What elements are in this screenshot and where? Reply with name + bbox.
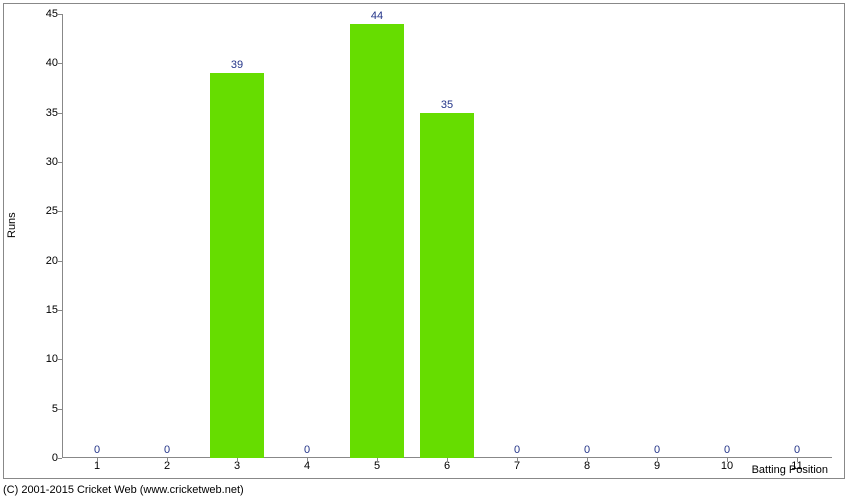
y-tick-mark (58, 310, 62, 311)
x-axis-label: Batting Position (752, 464, 828, 476)
chart-container: Runs Batting Position 051015202530354045… (0, 0, 850, 500)
x-tick-mark (237, 458, 238, 462)
x-tick-mark (307, 458, 308, 462)
x-tick-mark (727, 458, 728, 462)
bar-value-label: 0 (304, 444, 310, 456)
copyright-text: (C) 2001-2015 Cricket Web (www.cricketwe… (3, 484, 244, 496)
y-tick-label: 10 (46, 353, 58, 365)
y-tick-label: 25 (46, 205, 58, 217)
y-axis-label: Runs (6, 212, 18, 238)
y-tick-label: 30 (46, 156, 58, 168)
y-tick-mark (58, 409, 62, 410)
y-tick-label: 35 (46, 107, 58, 119)
y-tick-mark (58, 162, 62, 163)
bar-value-label: 0 (794, 444, 800, 456)
bar-value-label: 0 (514, 444, 520, 456)
y-tick-mark (58, 63, 62, 64)
bar-value-label: 0 (654, 444, 660, 456)
x-tick-mark (167, 458, 168, 462)
bar (210, 73, 265, 458)
y-tick-label: 40 (46, 57, 58, 69)
bar-value-label: 0 (724, 444, 730, 456)
x-tick-mark (797, 458, 798, 462)
bar-value-label: 35 (441, 99, 453, 111)
y-tick-label: 20 (46, 255, 58, 267)
bar-value-label: 0 (94, 444, 100, 456)
y-tick-mark (58, 261, 62, 262)
bar-value-label: 44 (371, 10, 383, 22)
y-tick-mark (58, 359, 62, 360)
bar-value-label: 0 (584, 444, 590, 456)
y-tick-label: 45 (46, 8, 58, 20)
bar (350, 24, 405, 458)
x-tick-mark (97, 458, 98, 462)
x-tick-mark (657, 458, 658, 462)
x-tick-mark (447, 458, 448, 462)
x-tick-mark (517, 458, 518, 462)
x-tick-mark (377, 458, 378, 462)
bar (420, 113, 475, 458)
bar-value-label: 39 (231, 59, 243, 71)
plot-area (62, 14, 832, 458)
y-tick-mark (58, 14, 62, 15)
bar-value-label: 0 (164, 444, 170, 456)
x-tick-mark (587, 458, 588, 462)
y-tick-mark (58, 458, 62, 459)
y-tick-mark (58, 211, 62, 212)
y-tick-label: 15 (46, 304, 58, 316)
y-tick-mark (58, 113, 62, 114)
